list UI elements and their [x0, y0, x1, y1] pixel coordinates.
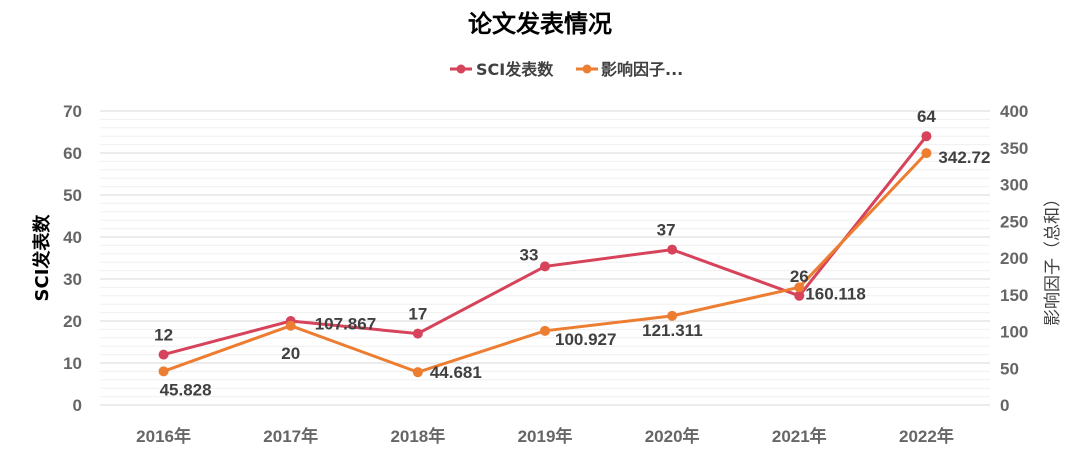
data-label: 121.311: [642, 321, 703, 340]
data-label: 33: [520, 245, 539, 264]
data-point: [285, 320, 296, 331]
data-point: [921, 131, 932, 142]
data-point: [158, 366, 169, 377]
y2-tick-label: 50: [1000, 359, 1019, 378]
y2-axis-label: 影响因子（总和）: [1043, 190, 1063, 326]
data-label: 64: [917, 107, 936, 126]
y2-tick-label: 0: [1000, 396, 1009, 415]
data-point: [540, 261, 550, 272]
legend-marker-sci: [456, 64, 466, 74]
legend: SCI发表数 影响因子...: [450, 60, 683, 79]
data-label: 26: [790, 267, 809, 286]
data-point: [412, 328, 423, 339]
y-tick-label: 20: [63, 312, 82, 331]
y-tick-label: 70: [63, 102, 82, 121]
x-tick-label: 2020年: [645, 426, 700, 446]
legend-label-sci: SCI发表数: [476, 60, 554, 79]
y2-tick-label: 100: [1000, 323, 1028, 342]
data-label: 12: [154, 326, 173, 345]
y-tick-label: 10: [63, 354, 82, 373]
y-tick-label: 60: [63, 144, 82, 163]
y2-tick-label: 250: [1000, 212, 1028, 231]
data-point: [158, 349, 169, 360]
y2-tick-label: 150: [1000, 286, 1028, 305]
data-label: 17: [408, 305, 427, 324]
data-label: 160.118: [805, 284, 866, 303]
data-point: [412, 367, 423, 378]
legend-marker-if: [582, 64, 592, 74]
data-label: 100.927: [555, 330, 616, 349]
data-point: [794, 290, 805, 301]
y-tick-label: 30: [63, 270, 82, 289]
data-label: 45.828: [160, 380, 212, 399]
chart-title: 论文发表情况: [468, 10, 612, 38]
y-axis-label: SCI发表数: [31, 214, 53, 302]
x-tick-label: 2022年: [899, 426, 954, 446]
x-tick-label: 2021年: [772, 426, 827, 446]
data-label: 37: [657, 221, 676, 240]
x-tick-label: 2019年: [518, 426, 573, 446]
data-point: [540, 325, 550, 336]
x-tick-label: 2018年: [390, 426, 445, 446]
y-tick-label: 40: [63, 228, 82, 247]
x-tick-label: 2017年: [263, 426, 318, 446]
y-tick-label: 50: [63, 186, 82, 205]
data-point: [667, 310, 678, 321]
y2-tick-label: 350: [1000, 139, 1028, 158]
x-tick-label: 2016年: [136, 426, 191, 446]
data-label: 44.681: [430, 363, 482, 382]
data-label: 342.72: [938, 148, 990, 167]
y2-tick-label: 200: [1000, 249, 1028, 268]
y-tick-label: 0: [73, 396, 82, 415]
y2-tick-label: 300: [1000, 176, 1028, 195]
data-point: [921, 148, 932, 159]
data-point: [794, 282, 805, 293]
data-point: [667, 244, 678, 255]
data-label: 107.867: [315, 315, 376, 334]
y2-tick-label: 400: [1000, 102, 1028, 121]
legend-label-if: 影响因子...: [601, 60, 683, 79]
data-label: 20: [281, 344, 300, 363]
